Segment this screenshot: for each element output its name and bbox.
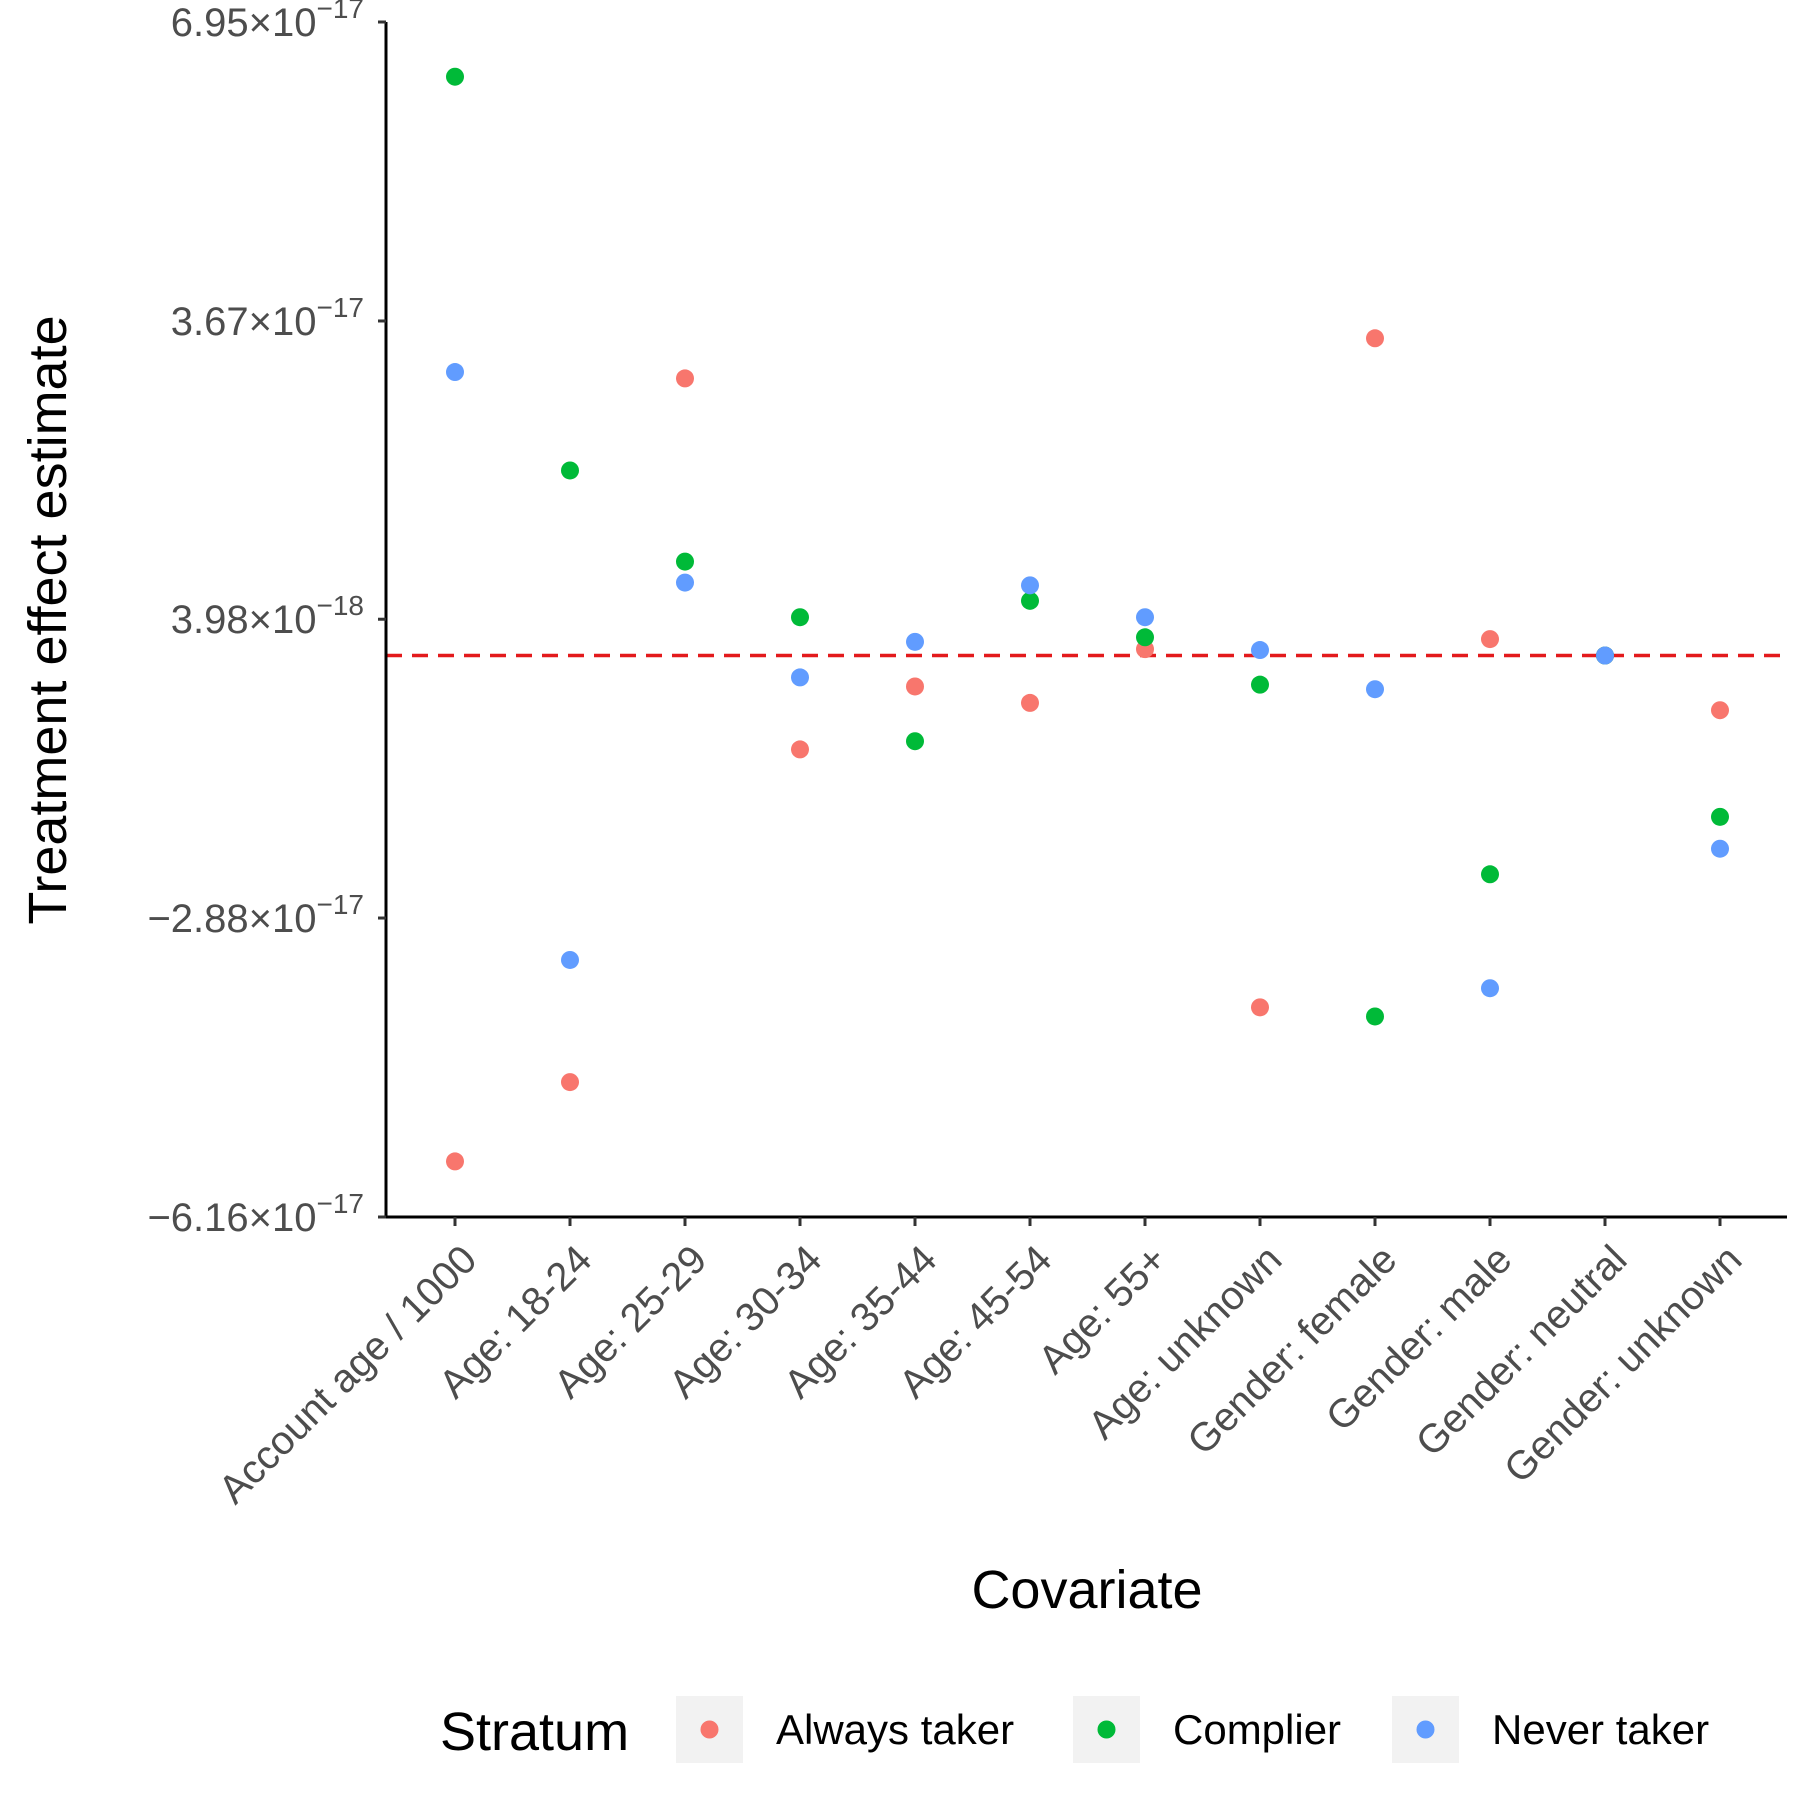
x-tick-label: Gender: neutral bbox=[1408, 1237, 1636, 1465]
data-point bbox=[1366, 1007, 1384, 1026]
data-point bbox=[1366, 329, 1384, 348]
y-tick-label: 3.67×10−17 bbox=[171, 292, 364, 344]
legend-label: Always taker bbox=[776, 1706, 1014, 1753]
data-point bbox=[1596, 646, 1614, 665]
series-complier bbox=[446, 67, 1729, 1026]
y-tick-label: −2.88×10−17 bbox=[147, 889, 364, 941]
y-axis-ticks: −6.16×10−17 −2.88×10−17 3.98×10−18 3.67×10−… bbox=[147, 0, 386, 1240]
data-point bbox=[791, 740, 809, 759]
legend-label: Never taker bbox=[1492, 1706, 1709, 1753]
y-axis-title: Treatment effect estimate bbox=[18, 315, 78, 924]
data-point bbox=[906, 632, 924, 651]
data-point bbox=[1366, 680, 1384, 699]
legend-entry: Never taker bbox=[1392, 1696, 1709, 1763]
y-tick-label: 3.98×10−18 bbox=[171, 590, 364, 642]
data-point bbox=[676, 552, 694, 571]
data-point bbox=[1136, 628, 1154, 647]
data-point bbox=[1481, 630, 1499, 649]
legend-key-dot bbox=[1416, 1720, 1435, 1739]
data-point bbox=[676, 369, 694, 388]
data-point bbox=[1711, 701, 1729, 720]
data-point bbox=[1021, 591, 1039, 610]
data-point bbox=[791, 668, 809, 687]
y-tick-label: −6.16×10−17 bbox=[147, 1188, 364, 1240]
series-never-taker bbox=[446, 363, 1729, 998]
data-point bbox=[446, 1152, 464, 1171]
legend: Stratum Always taker Complier Never taker bbox=[440, 1696, 1709, 1763]
x-axis-title: Covariate bbox=[971, 1560, 1202, 1620]
data-point bbox=[791, 608, 809, 627]
data-point bbox=[1021, 693, 1039, 712]
data-point bbox=[1711, 839, 1729, 858]
series-always-taker bbox=[446, 329, 1729, 1171]
data-point bbox=[906, 732, 924, 751]
legend-entry: Always taker bbox=[676, 1696, 1014, 1763]
data-point bbox=[1251, 998, 1269, 1017]
data-point bbox=[1251, 641, 1269, 660]
data-point bbox=[1711, 807, 1729, 826]
legend-key-dot bbox=[700, 1720, 719, 1739]
legend-label: Complier bbox=[1173, 1706, 1341, 1753]
data-point bbox=[561, 461, 579, 480]
legend-entry: Complier bbox=[1073, 1696, 1341, 1763]
data-point bbox=[1021, 576, 1039, 595]
data-point bbox=[906, 677, 924, 696]
data-point bbox=[561, 950, 579, 969]
data-point bbox=[1481, 979, 1499, 998]
y-tick-label: 6.95×10−17 bbox=[171, 0, 364, 45]
data-point bbox=[446, 67, 464, 86]
data-point bbox=[561, 1073, 579, 1092]
legend-title: Stratum bbox=[440, 1702, 629, 1762]
x-tick-label: Gender: female bbox=[1179, 1237, 1405, 1463]
data-point bbox=[1251, 675, 1269, 694]
legend-key-dot bbox=[1097, 1720, 1116, 1739]
data-point bbox=[1481, 865, 1499, 884]
axes bbox=[384, 22, 1787, 1219]
data-point bbox=[446, 363, 464, 382]
data-point bbox=[1136, 608, 1154, 627]
plot-area bbox=[386, 67, 1787, 1171]
data-point bbox=[676, 573, 694, 592]
